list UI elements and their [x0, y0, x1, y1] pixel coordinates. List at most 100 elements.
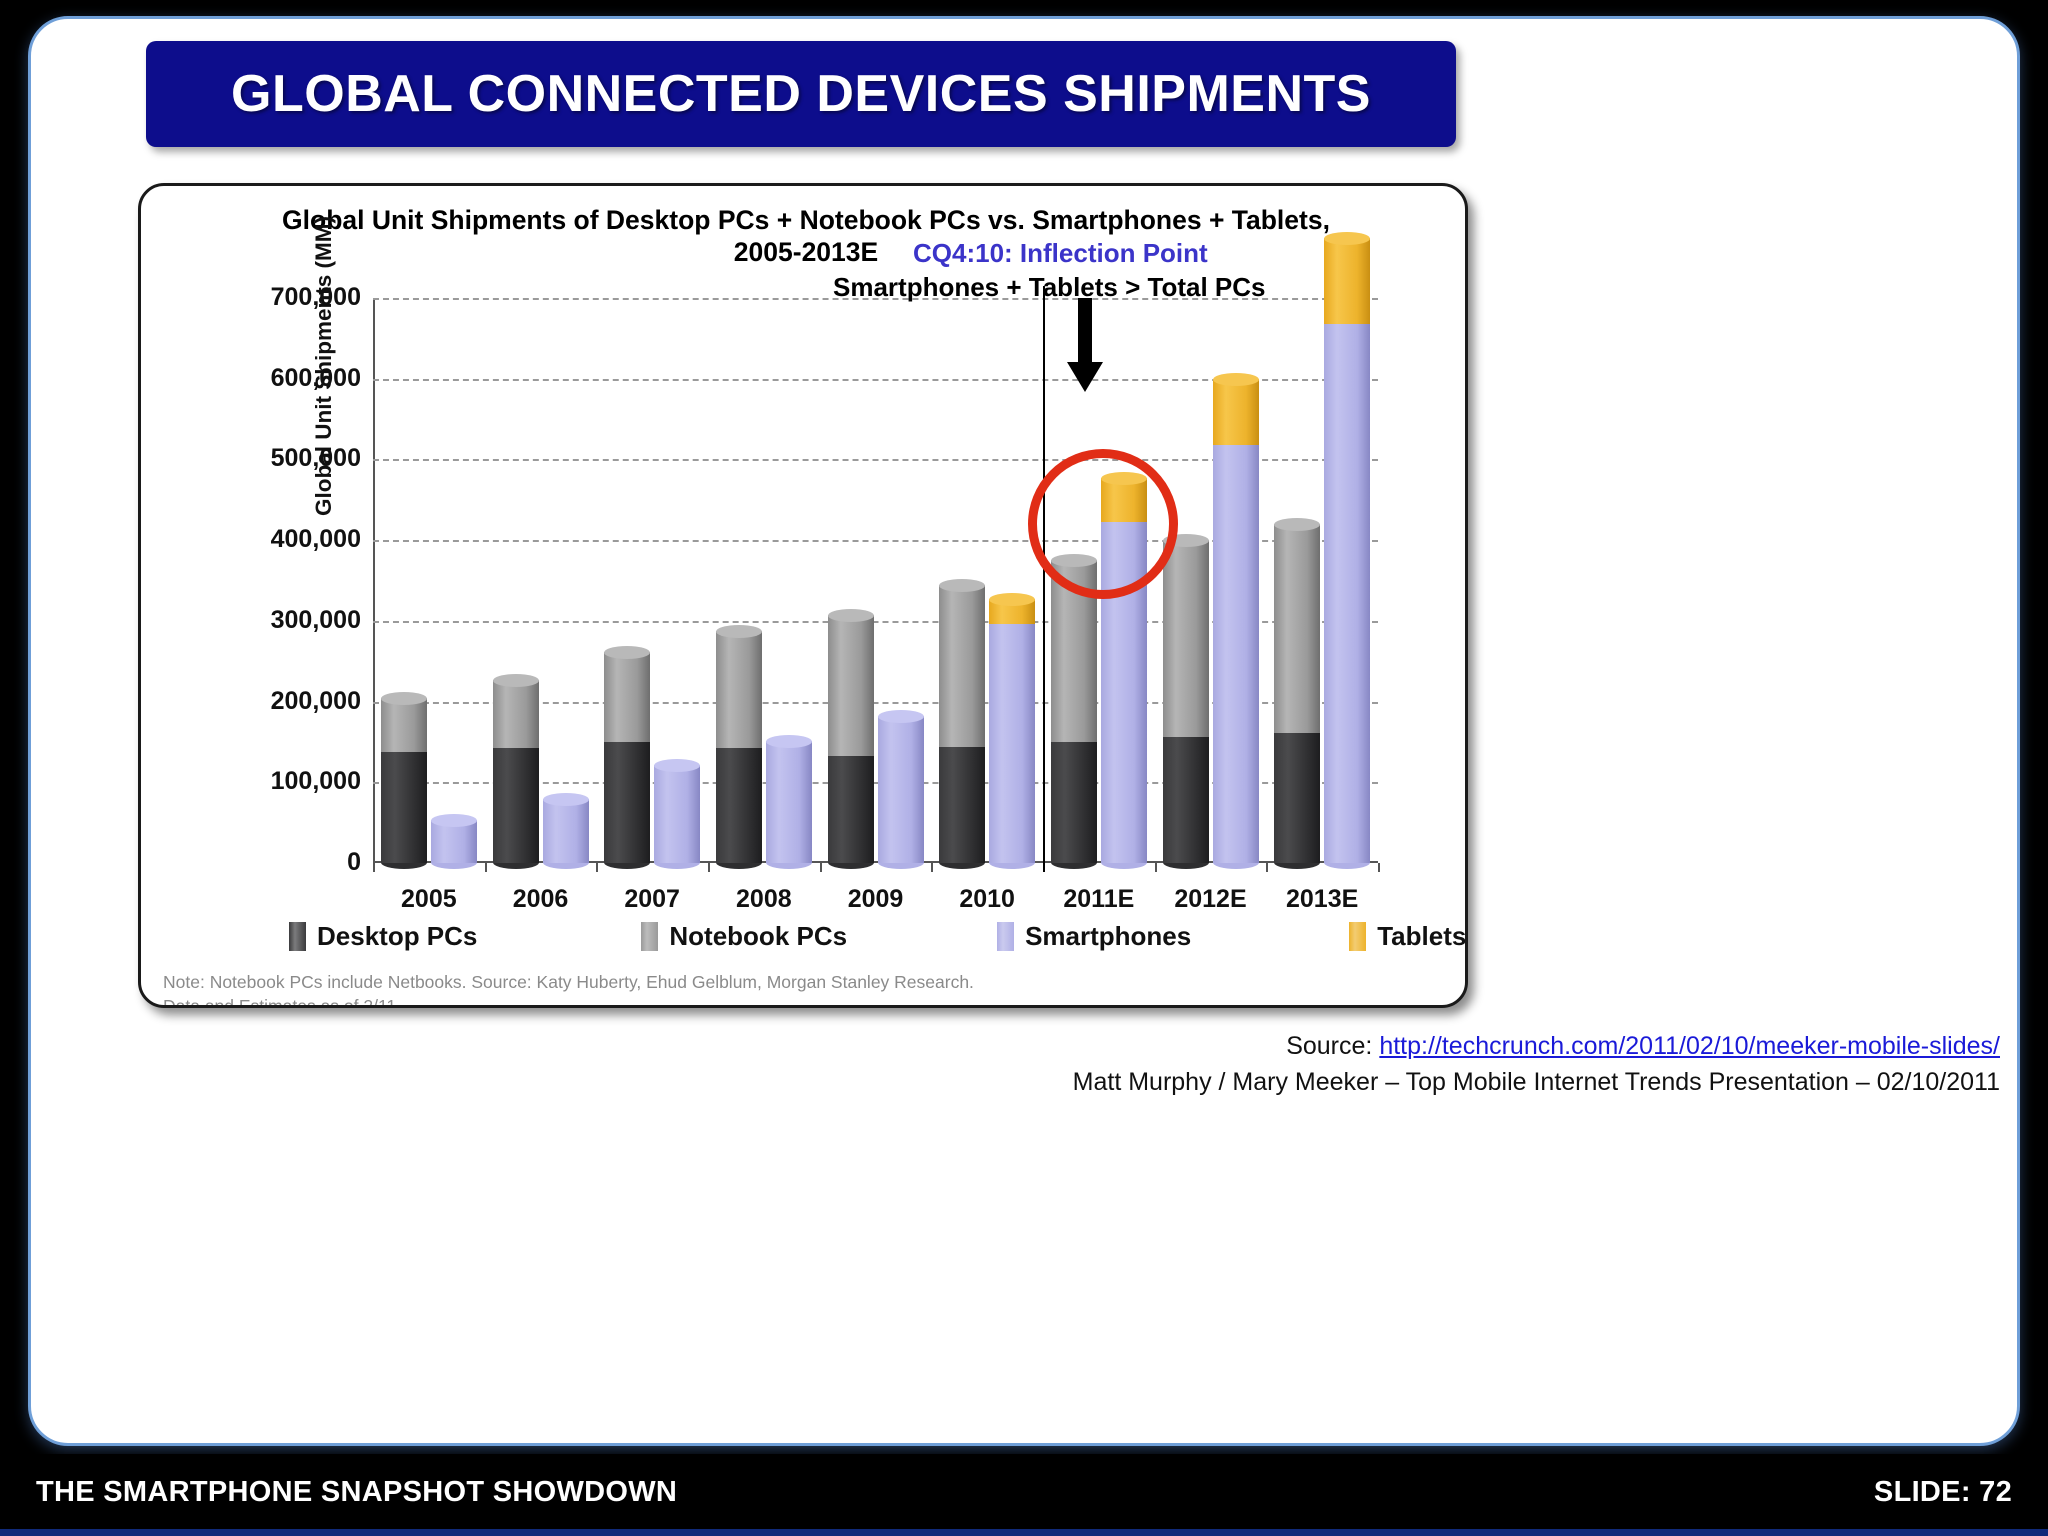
bar — [765, 735, 812, 869]
y-axis-line — [373, 298, 375, 863]
bar-segment-notebook — [939, 584, 986, 747]
source-prefix: Source: — [1286, 1032, 1380, 1060]
legend-label: Notebook PCs — [669, 921, 848, 951]
bar-top-cap — [1324, 232, 1371, 246]
y-tick-label: 100,000 — [270, 767, 361, 796]
bar-segment-desktop — [715, 747, 762, 863]
chart-note: Note: Notebook PCs include Netbooks. Sou… — [163, 971, 1433, 1008]
bar-top-cap — [877, 710, 924, 724]
x-tick-label: 2010 — [959, 885, 1015, 913]
bar-segment-desktop — [1274, 733, 1321, 863]
source-link[interactable]: http://techcrunch.com/2011/02/10/meeker-… — [1379, 1032, 2000, 1060]
chart-title: Global Unit Shipments of Desktop PCs + N… — [181, 204, 1431, 269]
bar-top-cap — [380, 692, 427, 706]
bar — [1212, 372, 1259, 869]
bar-segment-notebook — [1162, 540, 1209, 738]
bar — [989, 593, 1036, 869]
legend-item: Tablets — [1349, 921, 1467, 952]
bar-segment-notebook — [715, 631, 762, 748]
bar-segment-desktop — [492, 748, 539, 863]
y-tick-label: 500,000 — [270, 444, 361, 473]
bar-segment-desktop — [939, 746, 986, 863]
bar-segment-desktop — [827, 755, 874, 863]
bar-top-cap — [827, 609, 874, 623]
x-tick-label: 2012E — [1174, 885, 1247, 913]
bar-segment-notebook — [1274, 524, 1321, 734]
x-tick-mark — [819, 863, 822, 872]
bar-top-cap — [542, 793, 589, 807]
bar-segment-tablet — [1324, 238, 1371, 324]
bar-top-cap — [430, 814, 477, 828]
x-tick-label: 2009 — [847, 885, 904, 913]
legend-item: Notebook PCs — [641, 921, 847, 952]
bar — [430, 814, 477, 869]
gridline — [373, 298, 1378, 300]
bar-segment-desktop — [604, 741, 651, 863]
source-attribution: Source: http://techcrunch.com/2011/02/10… — [560, 1028, 2000, 1101]
x-tick-mark — [596, 863, 599, 872]
bar-segment-phone — [1324, 323, 1371, 863]
bar-top-cap — [1274, 518, 1321, 531]
inflection-divider-line — [1043, 286, 1045, 872]
footer-right-text: SLIDE: 72 — [1873, 1475, 2012, 1508]
y-tick-label: 0 — [347, 847, 361, 876]
chart-note-line1: Note: Notebook PCs include Netbooks. Sou… — [163, 972, 974, 992]
x-tick-label: 2013E — [1286, 885, 1359, 913]
bar-segment-desktop — [380, 751, 427, 863]
y-tick-label: 400,000 — [270, 525, 361, 554]
annotation-inflection-label: CQ4:10: Inflection Point — [913, 238, 1208, 268]
chart-note-line2: Data and Estimates as of 2/11 — [163, 995, 397, 1008]
bar — [380, 692, 427, 869]
slide-title-banner: GLOBAL CONNECTED DEVICES SHIPMENTS — [146, 41, 1456, 147]
bar — [1162, 534, 1209, 869]
x-axis-line — [373, 861, 1378, 863]
bar-top-cap — [939, 578, 986, 592]
gridline — [373, 782, 1378, 785]
legend-label: Desktop PCs — [317, 921, 478, 951]
highlight-circle-annotation — [1027, 449, 1178, 599]
chart-title-line1: Global Unit Shipments of Desktop PCs + N… — [282, 205, 1330, 235]
bar-segment-phone — [989, 624, 1036, 863]
bar-top-cap — [654, 758, 701, 772]
source-credit: Matt Murphy / Mary Meeker – Top Mobile I… — [1072, 1068, 2000, 1097]
legend-item: Desktop PCs — [289, 921, 477, 952]
chart-card: Global Unit Shipments of Desktop PCs + N… — [138, 183, 1468, 1008]
x-tick-label: 2007 — [624, 885, 680, 913]
bar-top-cap — [604, 646, 651, 660]
bar — [1274, 518, 1321, 869]
x-tick-label: 2006 — [512, 885, 569, 913]
bar-segment-phone — [654, 764, 701, 863]
bar — [542, 793, 589, 869]
gridline — [373, 701, 1378, 704]
bar-segment-phone — [765, 741, 812, 863]
bar — [715, 625, 762, 869]
gridline — [373, 540, 1378, 543]
footer-rule — [0, 1529, 2048, 1536]
gridline — [373, 459, 1378, 462]
page-title: GLOBAL CONNECTED DEVICES SHIPMENTS — [231, 65, 1371, 123]
x-tick-mark — [931, 863, 934, 872]
x-tick-mark — [1154, 863, 1157, 872]
bar-segment-phone — [430, 820, 477, 863]
bar — [939, 578, 986, 869]
legend-swatch — [641, 922, 659, 951]
legend-label: Tablets — [1377, 921, 1467, 951]
x-tick-label: 2011E — [1063, 885, 1135, 913]
x-tick-label: 2005 — [401, 885, 457, 913]
x-tick-label: 2008 — [736, 885, 792, 913]
bar — [1324, 232, 1371, 869]
legend-swatch — [997, 922, 1015, 951]
bar — [604, 646, 651, 869]
annotation-inflection-sub: Smartphones + Tablets > Total PCs — [833, 272, 1266, 302]
bar-top-cap — [1212, 372, 1259, 386]
bar-segment-phone — [1212, 444, 1259, 863]
bar-top-cap — [765, 735, 812, 749]
footer-left-text: THE SMARTPHONE SNAPSHOT SHOWDOWN — [36, 1475, 678, 1508]
bar-top-cap — [492, 673, 539, 687]
y-tick-label: 300,000 — [270, 605, 361, 634]
y-tick-label: 600,000 — [270, 363, 361, 392]
x-tick-mark — [373, 863, 375, 872]
bar-segment-desktop — [1162, 737, 1209, 863]
plot-area: 700,000 600,000 500,000 400,000 300,000 200,0… — [271, 232, 1380, 913]
gridline — [373, 620, 1378, 623]
